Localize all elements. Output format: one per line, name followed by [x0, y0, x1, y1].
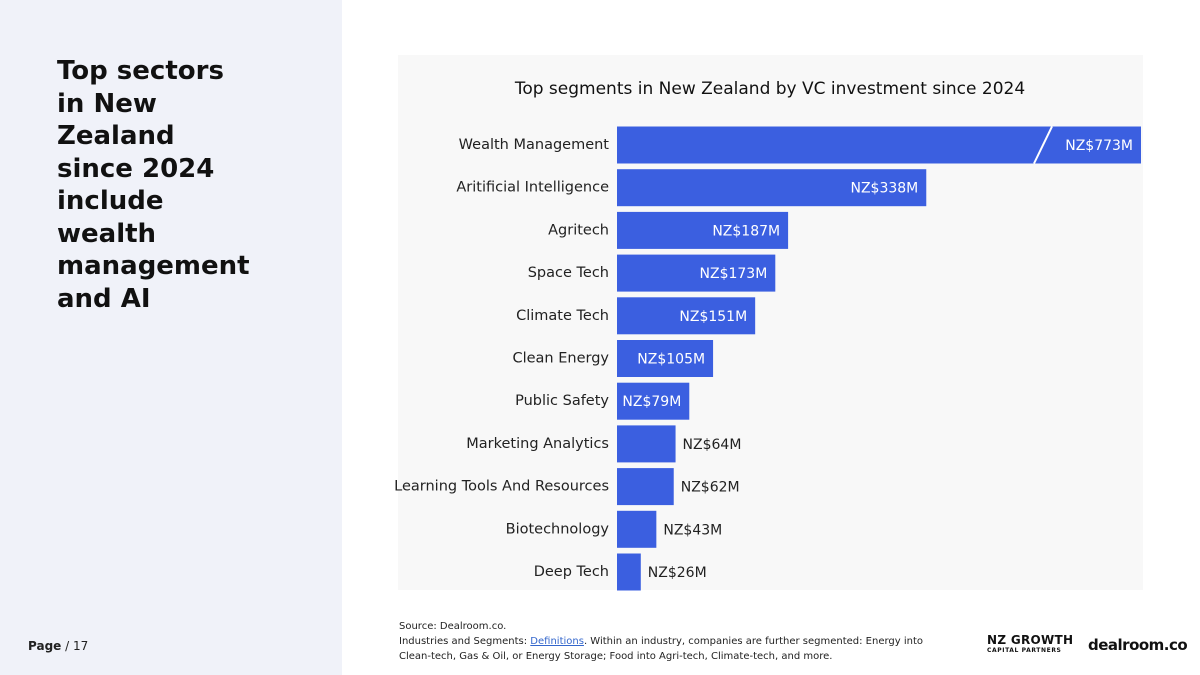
- partner-logo: NZ GROWTH CAPITAL PARTNERS: [987, 633, 1074, 655]
- category-label: Marketing Analytics: [466, 436, 609, 452]
- page-number: Page / 17: [28, 639, 88, 653]
- value-label: NZ$338M: [850, 181, 918, 197]
- headline: Top sectors in New Zealand since 2024 in…: [57, 56, 250, 314]
- bar: [617, 211, 789, 249]
- value-label: NZ$105M: [637, 352, 705, 368]
- value-label: NZ$64M: [683, 437, 742, 453]
- definitions-link[interactable]: Definitions: [530, 636, 584, 647]
- category-label: Agritech: [548, 222, 609, 238]
- page-count: / 17: [65, 639, 89, 653]
- page-label: Page: [28, 639, 62, 653]
- value-label: NZ$173M: [700, 266, 768, 282]
- category-label: Climate Tech: [516, 308, 609, 324]
- bar: [617, 254, 776, 292]
- axis-break: [1033, 126, 1053, 164]
- logo-line: CAPITAL PARTNERS: [987, 647, 1062, 654]
- category-label: Public Safety: [515, 393, 609, 409]
- bar: [617, 169, 927, 207]
- category-label: Space Tech: [528, 265, 609, 281]
- value-label: NZ$773M: [1065, 138, 1133, 154]
- value-label: NZ$43M: [663, 522, 722, 538]
- bar: [617, 382, 690, 420]
- source-prefix: Industries and Segments:: [399, 636, 531, 647]
- logo-line: NZ GROWTH: [987, 633, 1074, 647]
- category-label: Aritificial Intelligence: [456, 180, 609, 196]
- value-label: NZ$62M: [681, 480, 740, 496]
- source-line: Source: Dealroom.co.: [399, 621, 507, 632]
- category-label: Learning Tools And Resources: [394, 479, 609, 495]
- value-label: NZ$79M: [622, 394, 681, 410]
- value-label: NZ$151M: [679, 309, 747, 325]
- bar: [617, 126, 1141, 164]
- bar: [617, 468, 674, 506]
- value-label: NZ$26M: [648, 565, 707, 581]
- source-rest: . Within an industry, companies are furt…: [399, 636, 924, 662]
- bar: [617, 553, 641, 591]
- bar: [617, 297, 756, 335]
- bar: [617, 340, 714, 377]
- category-label: Biotechnology: [506, 521, 610, 537]
- category-label: Wealth Management: [459, 137, 610, 153]
- source-note: Source: Dealroom.co. Industries and Segm…: [399, 619, 929, 664]
- bar: [617, 510, 657, 548]
- bar: [617, 425, 676, 463]
- chart-title: Top segments in New Zealand by VC invest…: [514, 79, 1025, 99]
- category-label: Deep Tech: [534, 564, 609, 580]
- dealroom-logo: dealroom.co: [1088, 636, 1188, 654]
- value-label: NZ$187M: [712, 223, 780, 239]
- category-label: Clean Energy: [512, 351, 609, 367]
- side-panel: [0, 0, 342, 675]
